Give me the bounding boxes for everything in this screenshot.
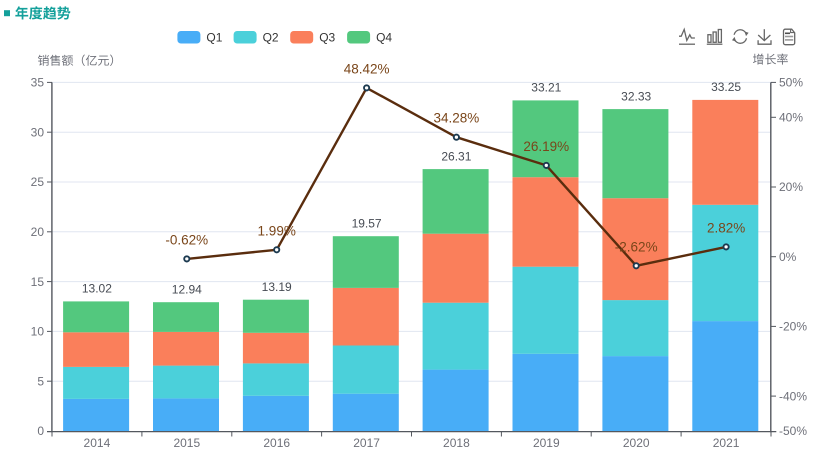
svg-text:-2.62%: -2.62% — [615, 239, 658, 254]
svg-text:5: 5 — [37, 374, 44, 388]
svg-text:15: 15 — [31, 275, 45, 289]
svg-text:-0.62%: -0.62% — [165, 232, 208, 247]
svg-text:0: 0 — [37, 424, 44, 438]
svg-text:2021: 2021 — [713, 436, 740, 450]
svg-text:2020: 2020 — [623, 436, 650, 450]
svg-text:33.25: 33.25 — [711, 80, 741, 94]
svg-text:20%: 20% — [779, 180, 803, 194]
svg-text:13.02: 13.02 — [82, 282, 112, 296]
svg-text:48.42%: 48.42% — [344, 61, 390, 76]
svg-text:1.99%: 1.99% — [258, 223, 296, 238]
svg-text:2015: 2015 — [173, 436, 200, 450]
svg-text:40%: 40% — [779, 111, 803, 125]
svg-text:-50%: -50% — [779, 424, 807, 438]
svg-text:10: 10 — [31, 325, 45, 339]
svg-text:Q2: Q2 — [263, 31, 279, 45]
svg-text:-20%: -20% — [779, 320, 807, 334]
svg-text:25: 25 — [31, 175, 45, 189]
svg-text:Q3: Q3 — [319, 31, 335, 45]
svg-text:13.19: 13.19 — [262, 280, 292, 294]
svg-text:20: 20 — [31, 225, 45, 239]
svg-text:26.31: 26.31 — [441, 149, 471, 163]
svg-text:2.82%: 2.82% — [707, 220, 745, 235]
svg-text:26.19%: 26.19% — [523, 139, 569, 154]
svg-text:2018: 2018 — [443, 436, 470, 450]
svg-text:19.57: 19.57 — [352, 217, 382, 231]
svg-text:-40%: -40% — [779, 389, 807, 403]
svg-text:Q1: Q1 — [206, 31, 222, 45]
svg-text:2019: 2019 — [533, 436, 560, 450]
svg-text:2014: 2014 — [84, 436, 111, 450]
svg-text:33.21: 33.21 — [531, 81, 561, 95]
svg-text:2016: 2016 — [263, 436, 290, 450]
svg-text:12.94: 12.94 — [172, 283, 202, 297]
svg-text:0%: 0% — [779, 250, 797, 264]
svg-text:35: 35 — [31, 76, 45, 90]
svg-text:32.33: 32.33 — [621, 89, 651, 103]
svg-text:30: 30 — [31, 125, 45, 139]
svg-text:2017: 2017 — [353, 436, 380, 450]
svg-text:34.28%: 34.28% — [434, 111, 480, 126]
svg-text:Q4: Q4 — [376, 31, 392, 45]
svg-text:50%: 50% — [779, 76, 803, 90]
